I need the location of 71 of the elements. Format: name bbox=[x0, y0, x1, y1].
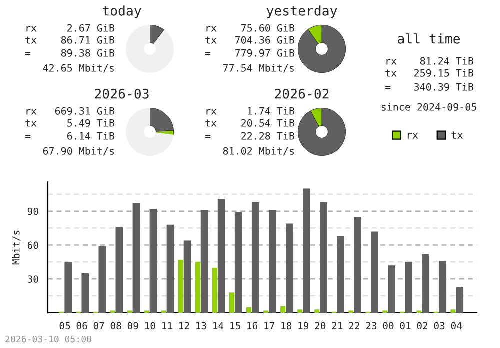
text: 77.54 Mbit/s bbox=[223, 64, 294, 73]
text: since 2024-09-05 bbox=[382, 103, 476, 111]
text: 75.60 GiB bbox=[241, 24, 295, 32]
text: rx bbox=[206, 109, 217, 115]
x-tick-label: 16 bbox=[248, 322, 258, 330]
x-tick-label: 15 bbox=[230, 322, 240, 330]
chart-title: 2026-02 bbox=[275, 88, 329, 99]
text: 2026-03-10 05:00 bbox=[6, 336, 92, 343]
text: tx bbox=[206, 36, 217, 44]
chart-title: today bbox=[102, 6, 142, 18]
text: = bbox=[25, 135, 31, 138]
text: tx bbox=[26, 120, 37, 127]
y-tick-label: 30 bbox=[28, 276, 38, 283]
x-tick-label: 07 bbox=[94, 322, 104, 330]
text: 779.97 GiB bbox=[235, 49, 295, 57]
text: 89.38 GiB bbox=[61, 49, 115, 57]
x-tick-label: 04 bbox=[451, 322, 462, 330]
y-axis-title: Mbit/s bbox=[12, 230, 21, 265]
text: 1.74 TiB bbox=[248, 107, 295, 115]
text: tx bbox=[206, 120, 217, 127]
x-tick-label: 22 bbox=[349, 322, 360, 330]
text: 86.71 GiB bbox=[61, 36, 115, 44]
text: rx bbox=[26, 109, 37, 115]
text: = bbox=[205, 135, 211, 138]
legend-label: rx bbox=[408, 133, 418, 139]
text: rx bbox=[386, 59, 397, 65]
y-tick-label: 60 bbox=[28, 242, 38, 250]
x-tick-label: 12 bbox=[180, 322, 190, 330]
text: all time bbox=[398, 34, 460, 44]
text: 259.15 TiB bbox=[414, 69, 474, 77]
x-tick-label: 19 bbox=[298, 322, 309, 330]
x-tick-label: 08 bbox=[110, 322, 122, 330]
text: 2.67 GiB bbox=[68, 24, 115, 32]
x-tick-label: 18 bbox=[282, 322, 292, 330]
text: 340.39 TiB bbox=[414, 83, 474, 91]
x-tick-label: 10 bbox=[145, 322, 156, 330]
text: tx bbox=[26, 36, 37, 44]
text: 67.90 Mbit/s bbox=[43, 147, 114, 156]
x-tick-label: 00 bbox=[383, 322, 394, 330]
x-tick-label: 23 bbox=[366, 322, 377, 330]
text: = bbox=[385, 86, 391, 90]
text: 5.49 TiB bbox=[68, 119, 115, 127]
text: tx bbox=[386, 70, 397, 77]
x-tick-label: 06 bbox=[76, 322, 88, 330]
text: = bbox=[205, 52, 211, 56]
x-tick-label: 01 bbox=[400, 322, 411, 330]
x-tick-label: 13 bbox=[196, 322, 206, 330]
chart-title: yesterday bbox=[266, 6, 338, 18]
text: 42.65 Mbit/s bbox=[43, 64, 114, 73]
x-tick-label: 03 bbox=[434, 322, 445, 330]
text: 6.14 TiB bbox=[67, 132, 115, 140]
text: 20.54 TiB bbox=[242, 119, 295, 127]
x-tick-label: 02 bbox=[417, 322, 428, 330]
text: 669.31 GiB bbox=[55, 107, 115, 115]
x-tick-label: 05 bbox=[60, 322, 70, 330]
y-tick-label: 90 bbox=[28, 208, 38, 216]
x-tick-label: 21 bbox=[332, 322, 343, 330]
legend-label: tx bbox=[452, 132, 464, 139]
text: rx bbox=[206, 26, 217, 32]
text: 81.24 TiB bbox=[420, 57, 474, 65]
text: 22.28 TiB bbox=[242, 132, 295, 140]
x-tick-label: 17 bbox=[264, 322, 274, 330]
chart-title: 2026-03 bbox=[95, 88, 149, 99]
text: rx bbox=[26, 26, 37, 32]
x-tick-label: 09 bbox=[128, 322, 138, 330]
text: = bbox=[25, 52, 31, 56]
x-tick-label: 11 bbox=[162, 322, 172, 330]
text: 704.36 GiB bbox=[235, 36, 295, 44]
text: 81.02 Mbit/s bbox=[223, 147, 294, 156]
x-tick-label: 20 bbox=[315, 322, 326, 330]
x-tick-label: 14 bbox=[214, 322, 224, 330]
